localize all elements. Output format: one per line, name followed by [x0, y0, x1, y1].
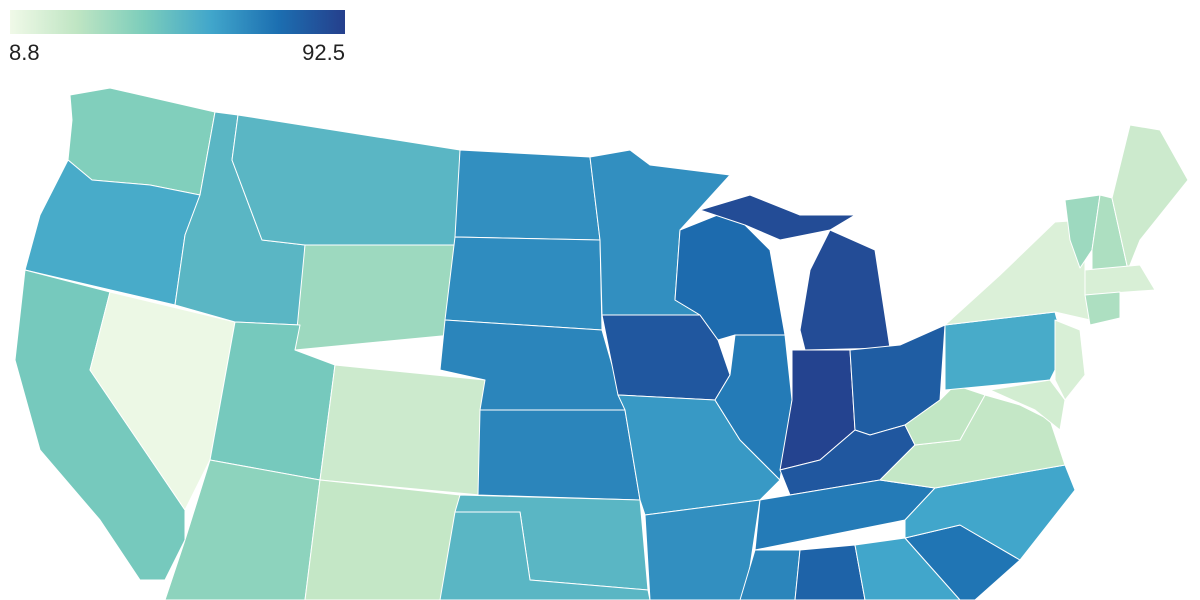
state — [1054, 319, 1086, 401]
state — [1084, 291, 1121, 326]
state — [231, 114, 461, 246]
state — [794, 544, 866, 600]
legend-colorbar — [10, 10, 345, 34]
legend-min: 8.8 — [9, 40, 40, 65]
legend-max: 92.5 — [302, 40, 345, 65]
state — [454, 149, 601, 241]
state — [714, 334, 793, 481]
state — [477, 409, 641, 501]
state — [1111, 124, 1189, 271]
state — [699, 194, 856, 241]
state — [854, 537, 961, 600]
state — [304, 479, 461, 600]
state — [294, 244, 459, 351]
state — [439, 511, 651, 600]
state — [319, 364, 486, 496]
state — [739, 549, 801, 600]
state — [944, 311, 1066, 391]
state — [164, 459, 321, 600]
state — [444, 236, 603, 331]
state — [799, 229, 891, 351]
state — [1084, 264, 1156, 296]
state — [989, 379, 1066, 431]
state — [944, 219, 1091, 326]
state — [1064, 194, 1101, 269]
states — [14, 87, 1189, 600]
state — [644, 499, 761, 600]
